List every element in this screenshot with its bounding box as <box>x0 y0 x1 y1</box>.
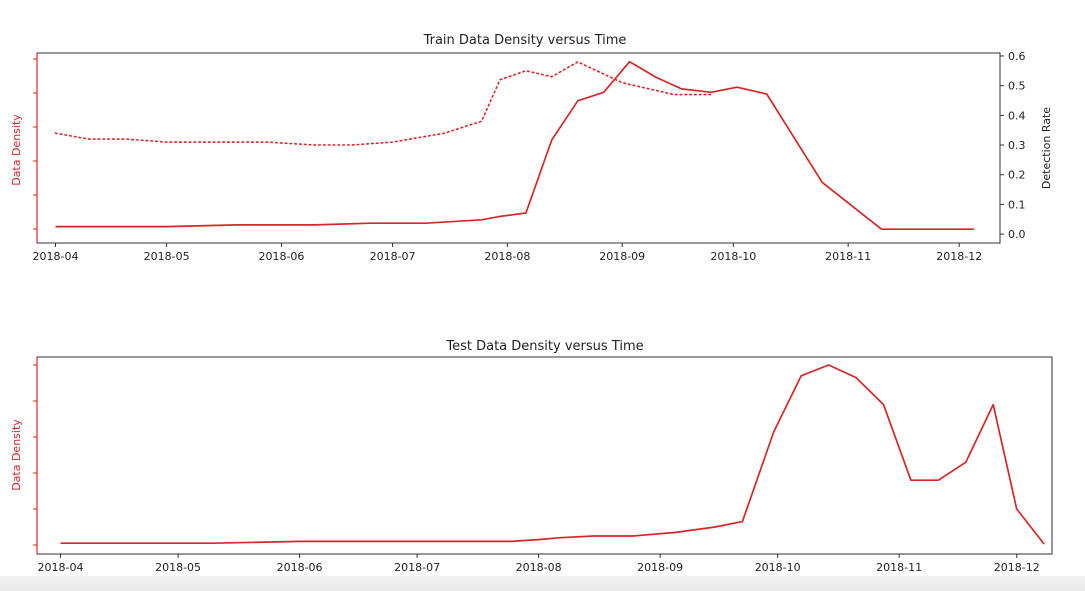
x-tick-label: 2018-04 <box>33 250 79 263</box>
x-tick-label: 2018-12 <box>994 561 1040 574</box>
x-tick-label: 2018-04 <box>38 561 84 574</box>
x-tick-label: 2018-08 <box>516 561 562 574</box>
series-group <box>60 364 1045 545</box>
bottom-strip <box>0 576 1085 591</box>
y2-tick-label: 0.3 <box>1008 139 1026 152</box>
x-tick-label: 2018-10 <box>755 561 801 574</box>
y2-tick-label: 0.4 <box>1008 109 1026 122</box>
detection-rate-line <box>54 61 712 146</box>
density-line <box>60 364 1045 545</box>
y2-tick-label: 0.6 <box>1008 50 1026 63</box>
density-line <box>55 60 975 231</box>
x-tick-label: 2018-09 <box>637 561 683 574</box>
y2-axis-label: Detection Rate <box>1040 107 1053 189</box>
x-tick-label: 2018-11 <box>825 250 871 263</box>
left-ticks <box>33 58 37 230</box>
chart-title: Test Data Density versus Time <box>445 339 643 354</box>
test-density-chart: Test Data Density versus Time Data Densi… <box>10 339 1053 574</box>
y2-tick-label: 0.0 <box>1008 228 1026 241</box>
x-tick-label: 2018-06 <box>277 561 323 574</box>
chart-title: Train Data Density versus Time <box>423 33 627 48</box>
y2-tick-label: 0.5 <box>1008 80 1026 93</box>
x-tick-label: 2018-05 <box>144 250 190 263</box>
x-tick-label: 2018-08 <box>484 250 530 263</box>
x-ticks: 2018-04 2018-05 2018-06 2018-07 2018-08 2018-… <box>38 554 1040 574</box>
x-tick-label: 2018-09 <box>599 250 645 263</box>
y2-ticks: 0.0 0.1 0.2 0.3 0.4 0.5 0.6 <box>1000 50 1026 241</box>
x-tick-label: 2018-07 <box>370 250 416 263</box>
y2-tick-label: 0.2 <box>1008 169 1026 182</box>
x-tick-label: 2018-12 <box>936 250 982 263</box>
x-tick-label: 2018-11 <box>876 561 922 574</box>
x-tick-label: 2018-07 <box>394 561 440 574</box>
y2-tick-label: 0.1 <box>1008 198 1026 211</box>
train-density-chart: Train Data Density versus Time Data Dens… <box>10 33 1053 263</box>
x-tick-label: 2018-10 <box>710 250 756 263</box>
x-ticks: 2018-04 2018-05 2018-06 2018-07 2018-08 2018-… <box>33 243 982 263</box>
y-axis-label: Data Density <box>10 114 23 186</box>
x-tick-label: 2018-06 <box>258 250 304 263</box>
left-ticks <box>33 364 37 546</box>
y-axis-label: Data Density <box>10 419 23 491</box>
plot-frame <box>36 356 1053 555</box>
x-tick-label: 2018-05 <box>155 561 201 574</box>
series-group <box>54 60 975 231</box>
